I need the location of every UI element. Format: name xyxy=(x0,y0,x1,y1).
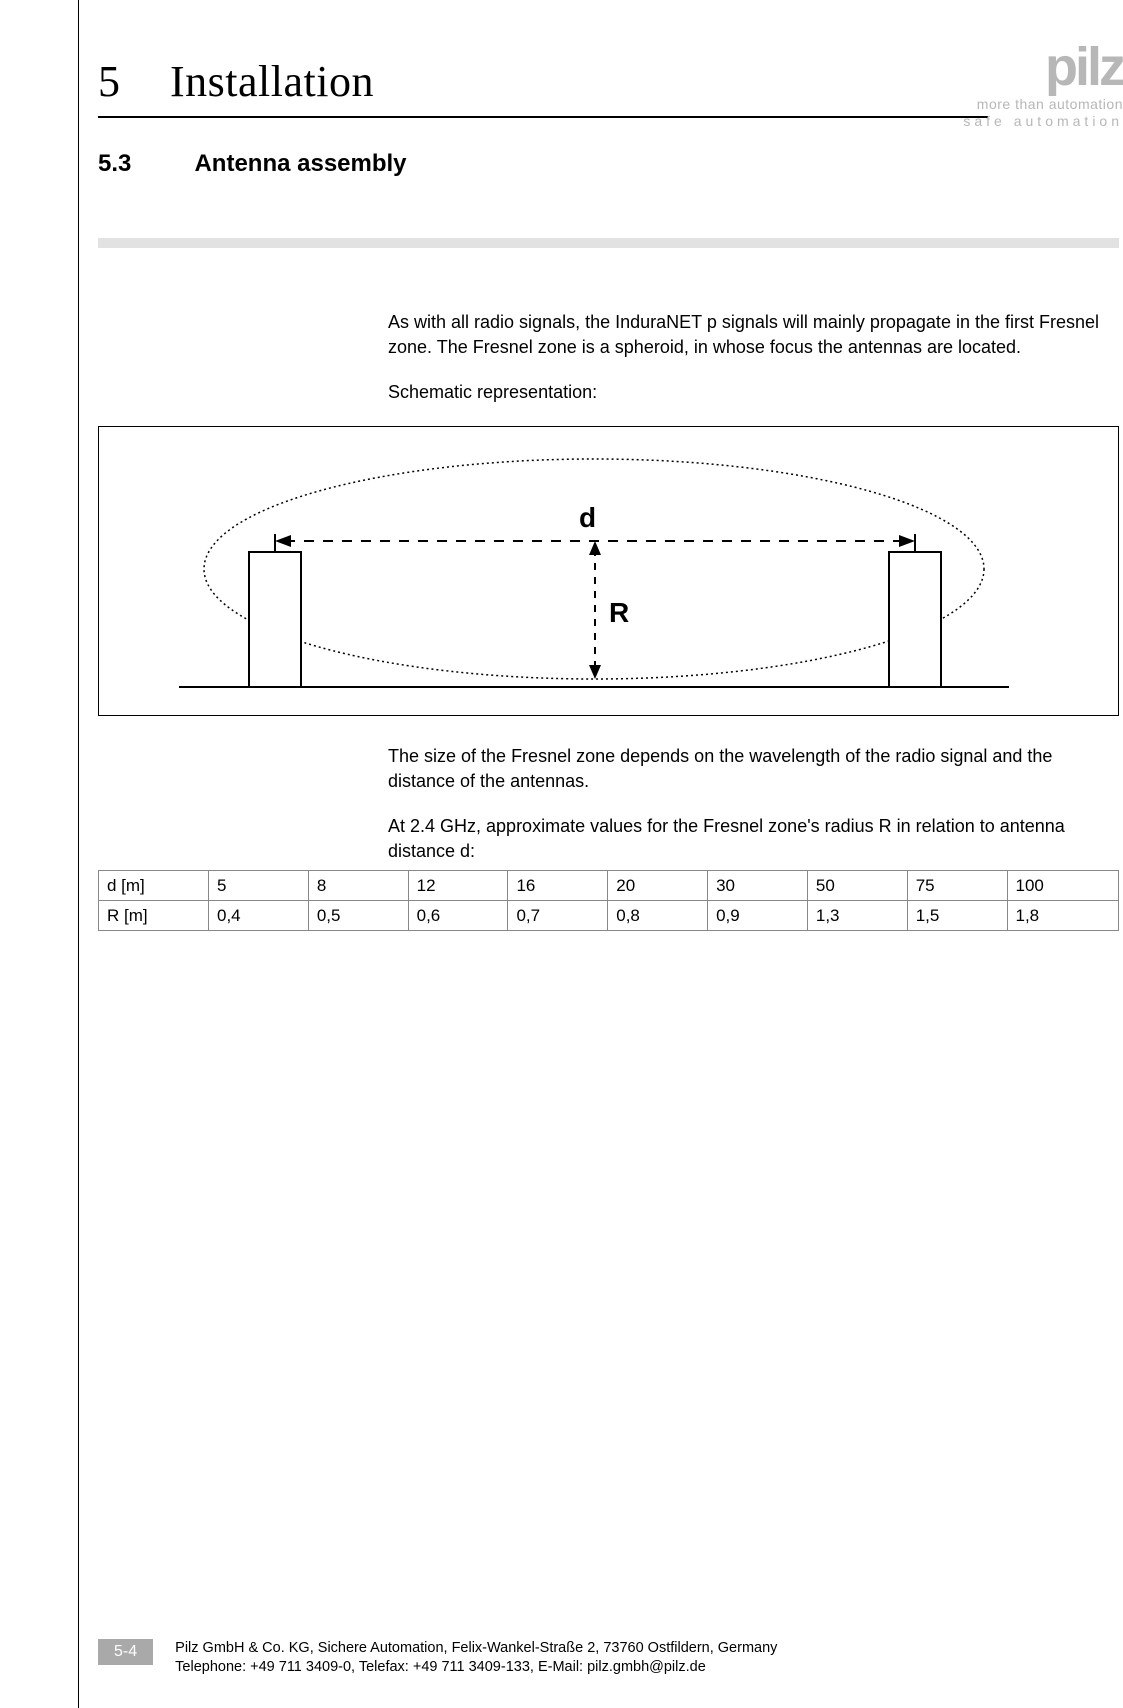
footer-line-1: Pilz GmbH & Co. KG, Sichere Automation, … xyxy=(175,1640,777,1656)
brand-logo: pilz more than automation safe automatio… xyxy=(963,40,1123,129)
page-header: 5 Installation pilz more than automation… xyxy=(98,0,1123,130)
table-cell: 16 xyxy=(508,871,608,901)
antenna-left-body xyxy=(249,552,301,687)
page-content: 5 Installation pilz more than automation… xyxy=(98,0,1123,1708)
footer-address: Pilz GmbH & Co. KG, Sichere Automation, … xyxy=(175,1639,777,1678)
table-cell: 12 xyxy=(408,871,508,901)
paragraph-intro: As with all radio signals, the InduraNET… xyxy=(388,310,1118,360)
table-cell: 0,6 xyxy=(408,901,508,931)
table-cell: 75 xyxy=(907,871,1007,901)
paragraph-schematic-label: Schematic representation: xyxy=(388,380,1118,405)
label-d: d xyxy=(579,502,596,533)
label-r: R xyxy=(609,597,629,628)
logo-tagline-2: safe automation xyxy=(963,113,1123,129)
table-cell: 0,5 xyxy=(308,901,408,931)
binding-margin-line xyxy=(78,0,79,1708)
antenna-right-body xyxy=(889,552,941,687)
table-cell: 0,4 xyxy=(209,901,309,931)
table-cell: 0,7 xyxy=(508,901,608,931)
logo-wordmark: pilz xyxy=(963,40,1123,94)
page-number-badge: 5-4 xyxy=(98,1639,153,1665)
arrowhead-r-top xyxy=(589,541,601,555)
table-cell: 20 xyxy=(608,871,708,901)
arrowhead-r-bottom xyxy=(589,665,601,679)
body-text-block-1: As with all radio signals, the InduraNET… xyxy=(388,310,1118,406)
footer-line-2: Telephone: +49 711 3409-0, Telefax: +49 … xyxy=(175,1659,706,1675)
page-footer: 5-4 Pilz GmbH & Co. KG, Sichere Automati… xyxy=(98,1639,1123,1678)
table-cell: d [m] xyxy=(99,871,209,901)
table-cell: 100 xyxy=(1007,871,1119,901)
body-text-block-2: The size of the Fresnel zone depends on … xyxy=(388,744,1118,865)
table-cell: 1,5 xyxy=(907,901,1007,931)
section-heading: 5.3 Antenna assembly xyxy=(98,150,1123,178)
fresnel-values-table: d [m] 5 8 12 16 20 30 50 75 100 R [m] 0,… xyxy=(98,870,1119,931)
table-cell: 8 xyxy=(308,871,408,901)
section-title: Antenna assembly xyxy=(194,150,406,177)
table-cell: 50 xyxy=(807,871,907,901)
table-cell: R [m] xyxy=(99,901,209,931)
chapter-number: 5 xyxy=(98,56,120,107)
table-cell: 1,8 xyxy=(1007,901,1119,931)
chapter-title: Installation xyxy=(170,56,374,107)
paragraph-size-depends: The size of the Fresnel zone depends on … xyxy=(388,744,1118,794)
paragraph-table-intro: At 2.4 GHz, approximate values for the F… xyxy=(388,814,1118,864)
table-cell: 1,3 xyxy=(807,901,907,931)
arrowhead-d-right xyxy=(899,535,915,547)
table-cell: 5 xyxy=(209,871,309,901)
logo-tagline-1: more than automation xyxy=(963,96,1123,112)
fresnel-zone-diagram: d R xyxy=(98,426,1119,716)
diagram-svg: d R xyxy=(99,427,1118,715)
table-cell: 30 xyxy=(708,871,808,901)
section-number: 5.3 xyxy=(98,150,190,178)
table-cell: 0,9 xyxy=(708,901,808,931)
section-divider-bar xyxy=(98,238,1119,248)
table-cell: 0,8 xyxy=(608,901,708,931)
table-row: R [m] 0,4 0,5 0,6 0,7 0,8 0,9 1,3 1,5 1,… xyxy=(99,901,1119,931)
arrowhead-d-left xyxy=(275,535,291,547)
header-rule xyxy=(98,116,988,118)
table-row: d [m] 5 8 12 16 20 30 50 75 100 xyxy=(99,871,1119,901)
